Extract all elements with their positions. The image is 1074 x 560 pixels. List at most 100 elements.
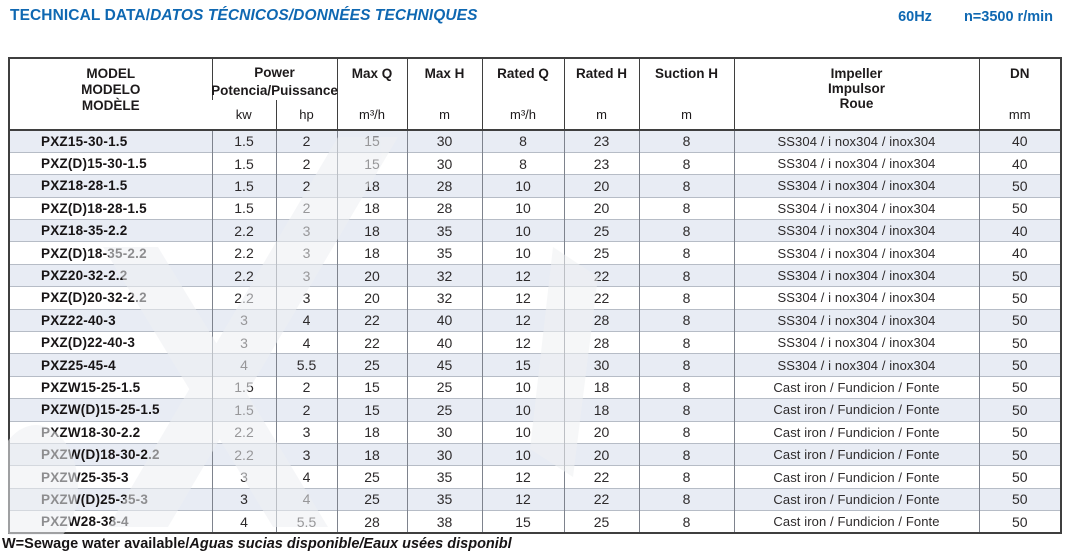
kw-cell: 2.2: [211, 263, 276, 287]
rated-h-cell: 25: [563, 241, 639, 265]
rated-h-cell: 25: [563, 510, 639, 534]
dn-cell: 50: [978, 487, 1061, 511]
model-cell: PXZ(D)22-40-3: [9, 331, 212, 354]
speed-label: n=3500 r/min: [963, 9, 1053, 25]
suction-h-cell: 8: [638, 375, 734, 399]
hp-cell: 2: [275, 174, 337, 198]
column-header-impeller: Impeller Impulsor Roue: [733, 58, 979, 131]
table-row: PXZ18-28-1.5 1.5 2 18 28 10 20 8 SS304 /…: [9, 174, 1061, 198]
rated-q-cell: 10: [481, 241, 564, 265]
max-q-cell: 15: [336, 375, 407, 399]
technical-table-wrap: MODEL MODELO MODÈLE Power Potencia/Puiss…: [8, 57, 1062, 535]
suction-h-cell: 8: [638, 174, 734, 198]
max-h-cell: 32: [406, 263, 482, 287]
column-header-rated-h: Rated H m: [563, 58, 639, 131]
max-q-cell: 18: [336, 442, 407, 466]
column-header-rated-q: Rated Q m³/h: [481, 58, 564, 131]
rated-h-cell: 23: [563, 130, 639, 153]
dn-cell: 50: [978, 174, 1061, 198]
impeller-cell: Cast iron / Fundicion / Fonte: [733, 398, 979, 422]
max-h-cell: 35: [406, 219, 482, 242]
max-q-cell: 20: [336, 263, 407, 287]
hp-cell: 4: [275, 487, 337, 511]
hp-cell: 2: [275, 151, 337, 175]
rated-q-cell: 10: [481, 442, 564, 466]
table-row: PXZ(D)20-32-2.2 2.2 3 20 32 12 22 8 SS30…: [9, 286, 1061, 310]
rated-q-cell: 10: [481, 420, 564, 444]
page-title-translations: DATOS TÉCNICOS/DONNÉES TECHNIQUES: [150, 7, 478, 24]
model-cell: PXZW25-35-3: [9, 465, 212, 489]
dn-cell: 50: [978, 375, 1061, 399]
table-row: PXZ(D)22-40-3 3 4 22 40 12 28 8 SS304 / …: [9, 331, 1061, 354]
kw-cell: 1.5: [211, 130, 276, 153]
suction-h-cell: 8: [638, 241, 734, 265]
rated-h-cell: 25: [563, 219, 639, 242]
kw-cell: 1.5: [211, 398, 276, 422]
rated-h-cell: 20: [563, 196, 639, 220]
table-row: PXZ(D)18-35-2.2 2.2 3 18 35 10 25 8 SS30…: [9, 241, 1061, 265]
max-h-cell: 35: [406, 487, 482, 511]
suction-h-cell: 8: [638, 196, 734, 220]
max-h-cell: 28: [406, 196, 482, 220]
rated-h-cell: 18: [563, 375, 639, 399]
suction-h-cell: 8: [638, 510, 734, 534]
model-cell: PXZ(D)18-35-2.2: [9, 241, 212, 265]
kw-cell: 1.5: [211, 375, 276, 399]
column-subheader-hp: hp: [275, 100, 337, 131]
hp-cell: 2: [275, 130, 337, 153]
frequency-label: 60Hz: [898, 9, 932, 25]
model-cell: PXZ(D)18-28-1.5: [9, 196, 212, 220]
rated-h-cell: 20: [563, 174, 639, 198]
max-q-cell: 28: [336, 510, 407, 534]
suction-h-cell: 8: [638, 286, 734, 310]
rated-h-cell: 23: [563, 151, 639, 175]
impeller-cell: SS304 / i nox304 / inox304: [733, 174, 979, 198]
rated-q-cell: 8: [481, 130, 564, 153]
max-q-cell: 18: [336, 219, 407, 242]
suction-h-cell: 8: [638, 398, 734, 422]
model-cell: PXZW15-25-1.5: [9, 375, 212, 399]
rated-q-cell: 12: [481, 286, 564, 310]
model-cell: PXZ15-30-1.5: [41, 133, 128, 149]
max-h-cell: 30: [406, 151, 482, 175]
hp-cell: 3: [275, 286, 337, 310]
table-row: PXZ18-35-2.2 2.2 3 18 35 10 25 8 SS304 /…: [9, 219, 1061, 242]
max-q-cell: 25: [336, 353, 407, 377]
max-h-cell: 40: [406, 308, 482, 332]
max-h-cell: 30: [406, 420, 482, 444]
footnote: W=Sewage water available/Aguas sucias di…: [2, 536, 512, 552]
max-q-cell: 22: [336, 308, 407, 332]
table-header: MODEL MODELO MODÈLE Power Potencia/Puiss…: [9, 58, 1061, 131]
max-h-cell: 45: [406, 353, 482, 377]
dn-cell: 50: [978, 442, 1061, 466]
table-row: PXZ25-45-4 4 5.5 25 45 15 30 8 SS304 / i…: [9, 353, 1061, 377]
max-q-cell: 22: [336, 331, 407, 354]
hp-cell: 3: [275, 263, 337, 287]
rated-q-cell: 8: [481, 151, 564, 175]
impeller-cell: SS304 / i nox304 / inox304: [733, 331, 979, 354]
hp-cell: 4: [275, 465, 337, 489]
rated-q-cell: 10: [481, 398, 564, 422]
kw-cell: 1.5: [211, 151, 276, 175]
model-cell: PXZ(D)20-32-2.2: [9, 286, 212, 310]
table-row: PXZ15-30-1.5 1.5 2 15 30 8 23 8 SS304 / …: [9, 130, 1061, 153]
max-h-cell: 25: [406, 398, 482, 422]
kw-cell: 3: [211, 487, 276, 511]
column-header-max-h: Max H m: [406, 58, 482, 131]
table-row: PXZ22-40-3 3 4 22 40 12 28 8 SS304 / i n…: [9, 308, 1061, 332]
page-title-main: TECHNICAL DATA/: [10, 7, 151, 24]
impeller-cell: Cast iron / Fundicion / Fonte: [733, 420, 979, 444]
impeller-cell: Cast iron / Fundicion / Fonte: [733, 465, 979, 489]
table-row: PXZ(D)18-28-1.5 1.5 2 18 28 10 20 8 SS30…: [9, 196, 1061, 220]
suction-h-cell: 8: [638, 465, 734, 489]
model-cell: PXZ22-40-3: [9, 308, 212, 332]
max-h-cell: 30: [406, 442, 482, 466]
dn-cell: 50: [978, 510, 1061, 534]
dn-cell: 40: [978, 219, 1061, 242]
dn-cell: 50: [978, 353, 1061, 377]
max-h-cell: 35: [406, 241, 482, 265]
hp-cell: 5.5: [275, 353, 337, 377]
kw-cell: 3: [211, 308, 276, 332]
suction-h-cell: 8: [638, 487, 734, 511]
model-cell: PXZ25-45-4: [9, 353, 212, 377]
